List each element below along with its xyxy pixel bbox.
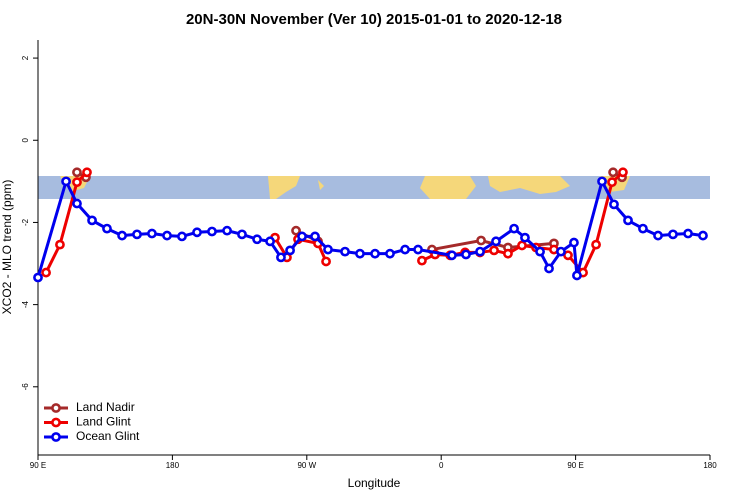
data-point xyxy=(544,263,554,274)
data-point xyxy=(461,249,471,260)
data-point xyxy=(41,267,51,278)
data-point xyxy=(413,244,423,255)
data-point xyxy=(618,167,628,178)
data-point xyxy=(61,176,71,187)
data-point xyxy=(475,246,485,257)
y-tick-label: -2 xyxy=(21,218,30,226)
data-point xyxy=(276,252,286,263)
data-point xyxy=(310,231,320,242)
data-point xyxy=(162,230,172,241)
data-point xyxy=(285,245,295,256)
data-point xyxy=(608,167,618,178)
data-point xyxy=(520,232,530,243)
data-point xyxy=(489,245,499,256)
data-point xyxy=(597,176,607,187)
data-point xyxy=(607,177,617,188)
y-tick-label: 0 xyxy=(21,137,30,142)
data-point xyxy=(623,215,633,226)
data-point xyxy=(177,231,187,242)
data-point xyxy=(447,250,457,261)
x-tick-label: 180 xyxy=(166,461,180,470)
data-point xyxy=(192,227,202,238)
data-point xyxy=(503,248,513,259)
data-point xyxy=(572,270,582,281)
data-point xyxy=(291,225,301,236)
data-point xyxy=(385,248,395,259)
data-point xyxy=(55,239,65,250)
data-point xyxy=(609,199,619,210)
data-point xyxy=(556,246,566,257)
data-point xyxy=(321,256,331,267)
data-point xyxy=(72,167,82,178)
data-point xyxy=(569,237,579,248)
data-point xyxy=(265,236,275,247)
data-point xyxy=(222,225,232,236)
data-point xyxy=(638,223,648,234)
x-tick-label: 90 E xyxy=(30,461,46,470)
data-point xyxy=(82,167,92,178)
data-point xyxy=(87,215,97,226)
data-point xyxy=(476,235,486,246)
y-tick-label: -6 xyxy=(21,383,30,391)
data-point xyxy=(117,230,127,241)
x-axis-label: Longitude xyxy=(348,476,401,490)
legend-label: Ocean Glint xyxy=(76,429,140,443)
y-tick-label: 2 xyxy=(21,55,30,60)
data-point xyxy=(207,226,217,237)
x-tick-label: 180 xyxy=(703,461,717,470)
x-tick-label: 90 W xyxy=(297,461,316,470)
data-point xyxy=(72,177,82,188)
data-point xyxy=(417,255,427,266)
legend-marker xyxy=(51,432,61,442)
series-line xyxy=(36,177,704,278)
data-point xyxy=(72,198,82,209)
data-point xyxy=(400,244,410,255)
x-tick-label: 0 xyxy=(439,461,444,470)
legend-label: Land Nadir xyxy=(76,400,135,414)
data-point xyxy=(237,229,247,240)
y-tick-label: -4 xyxy=(21,301,30,309)
data-point xyxy=(340,246,350,257)
data-point xyxy=(370,248,380,259)
data-point xyxy=(653,230,663,241)
legend-marker xyxy=(51,417,61,428)
data-point xyxy=(517,240,527,251)
y-axis-label: XCO2 - MLO trend (ppm) xyxy=(0,180,14,315)
data-point xyxy=(535,246,545,257)
data-point xyxy=(563,250,573,261)
data-point xyxy=(491,236,501,247)
data-point xyxy=(355,248,365,259)
data-point xyxy=(698,230,708,241)
data-point xyxy=(102,223,112,234)
data-point xyxy=(297,231,307,242)
data-point xyxy=(323,244,333,255)
chart-title: 20N-30N November (Ver 10) 2015-01-01 to … xyxy=(186,11,562,28)
data-point xyxy=(252,234,262,245)
data-point xyxy=(33,272,43,283)
data-point xyxy=(132,229,142,240)
data-point xyxy=(683,228,693,239)
x-tick-label: 90 E xyxy=(567,461,583,470)
data-point xyxy=(509,223,519,234)
data-point xyxy=(591,239,601,250)
legend-marker xyxy=(51,403,61,413)
data-point xyxy=(668,229,678,240)
legend-label: Land Glint xyxy=(76,415,131,429)
data-point xyxy=(147,228,157,239)
